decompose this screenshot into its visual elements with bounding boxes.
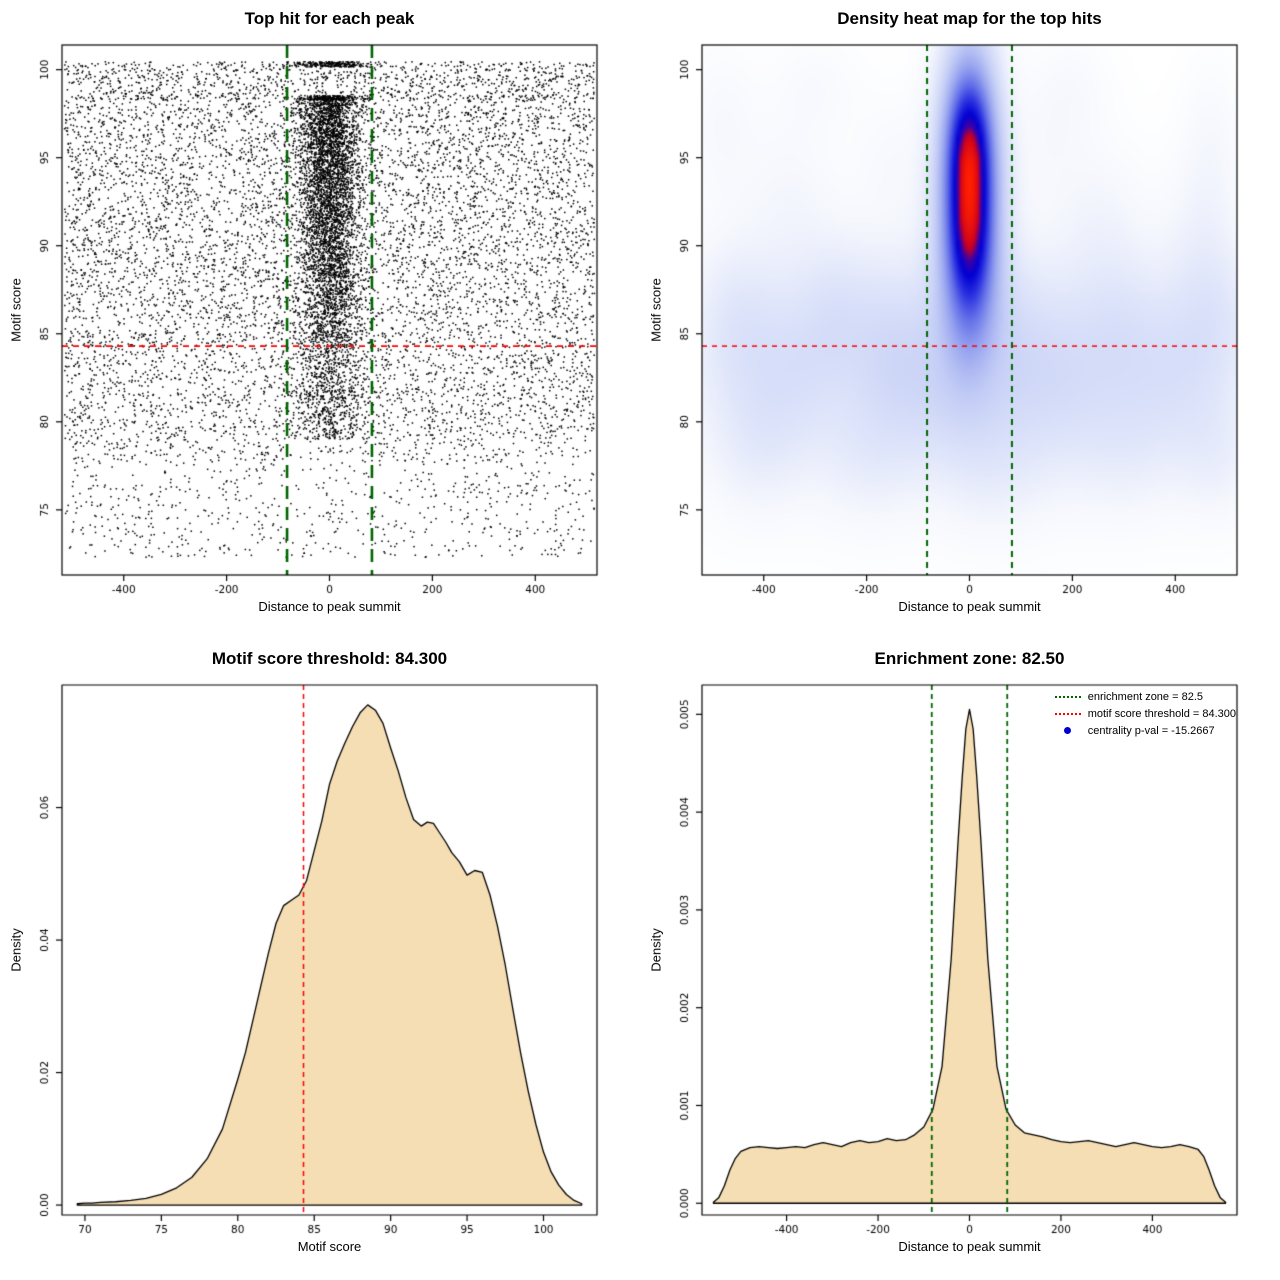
score-density-canvas (0, 640, 640, 1280)
green-dotted-line-swatch (1054, 695, 1081, 698)
panel-title-heatmap: Density heat map for the top hits (837, 9, 1102, 28)
panel-title-enrichment-zone: Enrichment zone: 82.50 (874, 649, 1065, 668)
legend-item-enrichment-zone: enrichment zone = 82.5 (1054, 688, 1236, 705)
legend-item-score-threshold: motif score threshold = 84.300 (1054, 705, 1236, 722)
x-axis-label: Distance to peak summit (258, 599, 401, 614)
y-axis-label: Motif score (8, 278, 24, 342)
panel-density-heatmap: Density heat map for the top hits Distan… (640, 0, 1280, 640)
x-axis-label: Distance to peak summit (898, 599, 1041, 614)
panel-title-score-threshold: Motif score threshold: 84.300 (211, 649, 448, 668)
legend-item-centrality-pval: centrality p-val = -15.2667 (1054, 722, 1236, 739)
y-axis-label: Motif score (648, 278, 664, 342)
plot-legend: enrichment zone = 82.5 motif score thres… (1054, 688, 1236, 739)
panel-title-top-hits: Top hit for each peak (244, 9, 415, 28)
panel-motif-score-density: Motif score threshold: 84.300 Motif scor… (0, 640, 640, 1280)
blue-dot-swatch (1064, 727, 1072, 734)
y-axis-label: Density (648, 928, 664, 972)
legend-label-enrichment-zone: enrichment zone = 82.5 (1087, 690, 1203, 703)
red-dotted-line-swatch (1054, 712, 1081, 715)
distance-density-canvas (640, 640, 1280, 1280)
legend-label-score-threshold: motif score threshold = 84.300 (1087, 707, 1236, 720)
scatter-plot-canvas (0, 0, 640, 640)
panel-enrichment-zone-density: Enrichment zone: 82.50 Distance to peak … (640, 640, 1280, 1280)
panel-top-hits-scatter: Top hit for each peak Distance to peak s… (0, 0, 640, 640)
x-axis-label: Motif score (297, 1239, 362, 1254)
legend-label-centrality-pval: centrality p-val = -15.2667 (1087, 724, 1215, 737)
y-axis-label: Density (8, 928, 24, 972)
x-axis-label: Distance to peak summit (898, 1239, 1041, 1254)
heatmap-canvas (640, 0, 1280, 640)
